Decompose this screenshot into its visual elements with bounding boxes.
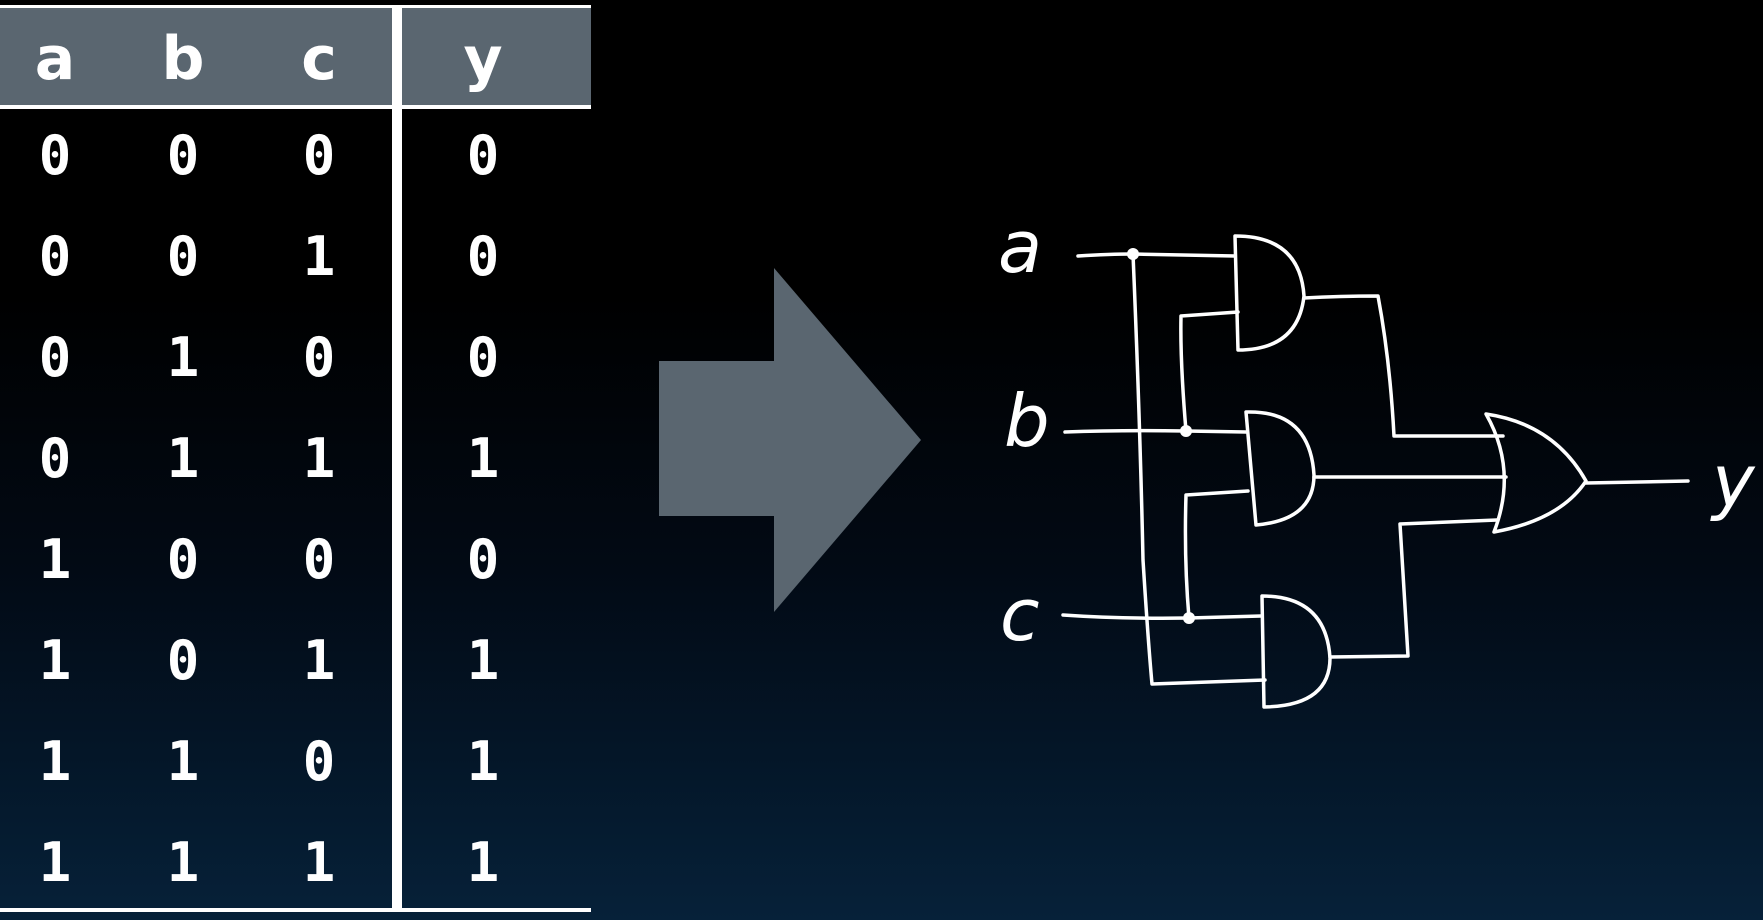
truth-table: a b c y 0 0 0 0 0 0 1 0 0 1 0 0 0 1 1 1 1 0 0 0 1 0 1 1 1 1 0 1 1 1 1 1: [0, 0, 591, 920]
table-cell-y: 0: [466, 124, 500, 187]
table-cell-y: 1: [466, 427, 500, 490]
and-gate-3: [1260, 594, 1332, 709]
wire-c-branch: [1183, 489, 1250, 620]
table-cell-c: 0: [302, 124, 336, 187]
table-cell-c: 0: [302, 528, 336, 591]
table-cell-b: 0: [166, 225, 200, 288]
column-header-a: a: [34, 24, 76, 94]
wire-a: [1076, 252, 1237, 258]
table-cell-b: 1: [166, 730, 200, 793]
label-y: y: [1710, 439, 1756, 523]
table-cell-a: 1: [38, 528, 72, 591]
table-cell-c: 1: [302, 427, 336, 490]
junction-dot-c: [1183, 612, 1195, 624]
table-cell-a: 1: [38, 629, 72, 692]
wire-b-branch: [1179, 310, 1240, 433]
table-cell-a: 0: [38, 427, 72, 490]
junction-dot-b: [1180, 425, 1192, 437]
table-cell-c: 1: [302, 831, 336, 894]
table-cell-a: 1: [38, 831, 72, 894]
wire-and3-out: [1328, 518, 1499, 659]
table-cell-c: 0: [302, 730, 336, 793]
column-header-y: y: [463, 24, 503, 94]
and-gate-1: [1233, 234, 1306, 352]
truth-table-header-band: [0, 5, 591, 108]
table-cell-y: 1: [466, 730, 500, 793]
column-header-b: b: [161, 24, 205, 94]
table-cell-c: 1: [302, 629, 336, 692]
table-cell-b: 0: [166, 629, 200, 692]
table-cell-y: 0: [466, 326, 500, 389]
table-cell-y: 1: [466, 629, 500, 692]
table-cell-a: 1: [38, 730, 72, 793]
table-cell-b: 0: [166, 528, 200, 591]
wire-and1-out: [1302, 294, 1505, 438]
header-rule: [0, 105, 591, 109]
table-cell-a: 0: [38, 225, 72, 288]
or-gate: [1484, 412, 1588, 534]
label-b: b: [1004, 379, 1050, 463]
table-cell-y: 0: [466, 528, 500, 591]
table-cell-c: 0: [302, 326, 336, 389]
label-c: c: [1000, 573, 1040, 657]
table-cell-b: 0: [166, 124, 200, 187]
table-cell-a: 0: [38, 124, 72, 187]
table-cell-b: 1: [166, 326, 200, 389]
table-cell-b: 1: [166, 427, 200, 490]
wire-b: [1063, 428, 1248, 434]
table-cell-y: 0: [466, 225, 500, 288]
label-a: a: [998, 205, 1042, 289]
table-cell-b: 1: [166, 831, 200, 894]
wire-y-out: [1584, 479, 1690, 485]
table-cell-c: 1: [302, 225, 336, 288]
table-cell-y: 1: [466, 831, 500, 894]
column-header-c: c: [301, 24, 337, 94]
junction-dot-a: [1127, 248, 1139, 260]
and-gate-2: [1244, 410, 1316, 527]
bottom-rule: [0, 908, 591, 912]
output-divider: [392, 5, 402, 912]
wire-c: [1061, 613, 1263, 620]
table-cell-a: 0: [38, 326, 72, 389]
wire-a-bus: [1131, 252, 1267, 686]
